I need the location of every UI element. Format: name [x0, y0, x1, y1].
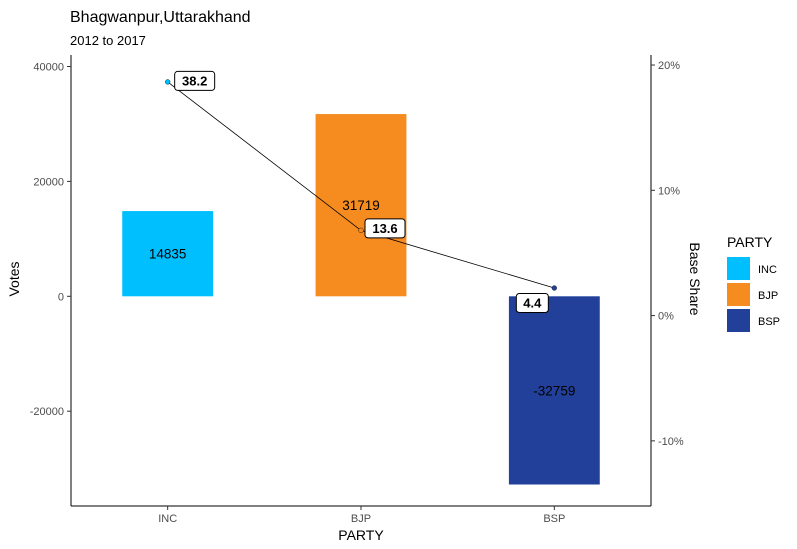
plot-area: 14835 31719 -32759 38.2 13.6 4.4 — [122, 70, 600, 485]
legend-swatch-inc — [727, 257, 750, 280]
bar-value-label: -32759 — [533, 383, 575, 398]
y-tick-label: 40000 — [33, 61, 64, 73]
secondary-y-tick-label: 0% — [658, 311, 674, 323]
legend: PARTY INC BJP BSP — [727, 234, 780, 332]
legend-title: PARTY — [727, 234, 773, 250]
chart-title: Bhagwanpur,Uttarakhand — [70, 9, 251, 26]
bar-bsp — [508, 296, 600, 485]
legend-label: BSP — [758, 316, 780, 328]
base-share-label-box — [515, 293, 549, 314]
y-tick-label: 0 — [58, 291, 64, 303]
base-share-label: 38.2 — [182, 73, 207, 88]
bar-value-label: 31719 — [342, 198, 380, 213]
chart-subtitle: 2012 to 2017 — [70, 33, 146, 48]
legend-swatch-bjp — [727, 283, 750, 306]
legend-label: INC — [758, 264, 777, 276]
base-share-point — [551, 285, 557, 291]
secondary-y-axis-title: Base Share — [687, 242, 703, 315]
base-share-point — [358, 227, 364, 233]
x-axis-title: PARTY — [338, 527, 384, 543]
legend-label: BJP — [758, 290, 778, 302]
y-tick-label: -20000 — [30, 406, 64, 418]
base-share-label: 4.4 — [523, 296, 542, 311]
axes: -20000 0 20000 40000 -10% 0% 10% 20% INC BJP BSP — [30, 55, 684, 525]
base-share-label-box — [364, 218, 406, 239]
secondary-y-tick-label: 20% — [658, 60, 680, 72]
secondary-y-tick-label: 10% — [658, 185, 680, 197]
x-tick-label: INC — [158, 513, 177, 525]
base-share-point — [165, 79, 171, 85]
y-axis-title: Votes — [6, 261, 22, 296]
bar-value-label: 14835 — [149, 247, 187, 262]
base-share-label-box — [174, 70, 216, 91]
y-tick-label: 20000 — [33, 176, 64, 188]
secondary-y-tick-label: -10% — [658, 436, 684, 448]
base-share-label: 13.6 — [372, 221, 397, 236]
x-tick-label: BJP — [351, 513, 371, 525]
legend-swatch-bsp — [727, 309, 750, 332]
x-tick-label: BSP — [543, 513, 565, 525]
bar-bjp — [315, 114, 407, 297]
bar-inc — [122, 211, 214, 297]
